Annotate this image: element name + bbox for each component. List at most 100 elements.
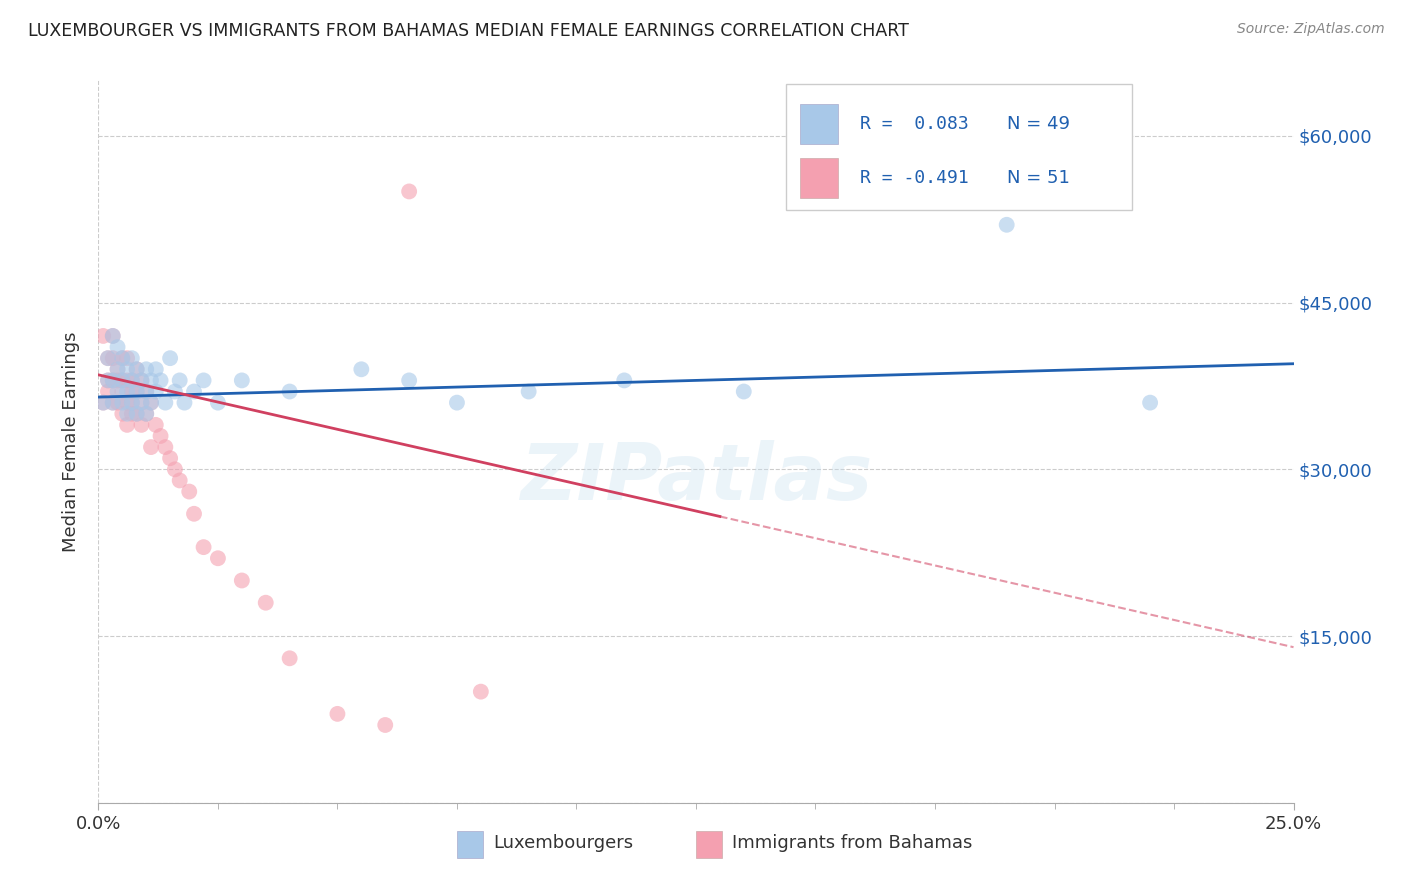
Point bbox=[111, 407, 134, 421]
Point bbox=[121, 384, 143, 399]
Point bbox=[145, 384, 167, 399]
Point bbox=[149, 429, 172, 443]
Point bbox=[107, 373, 129, 387]
Text: Source: ZipAtlas.com: Source: ZipAtlas.com bbox=[1237, 22, 1385, 37]
Text: Immigrants from Bahamas: Immigrants from Bahamas bbox=[733, 833, 972, 852]
Point bbox=[101, 351, 124, 366]
Bar bbox=[696, 831, 723, 858]
Point bbox=[193, 540, 215, 554]
Point bbox=[125, 362, 148, 376]
Text: Luxembourgers: Luxembourgers bbox=[494, 833, 633, 852]
Point bbox=[155, 440, 177, 454]
Point bbox=[350, 362, 373, 376]
Point bbox=[193, 373, 215, 387]
Text: N = 51: N = 51 bbox=[1007, 169, 1070, 186]
Point bbox=[101, 395, 124, 409]
Point bbox=[115, 373, 138, 387]
Point bbox=[254, 596, 277, 610]
Point bbox=[131, 373, 153, 387]
Point bbox=[139, 395, 162, 409]
Point bbox=[121, 373, 143, 387]
Point bbox=[145, 417, 167, 432]
Point bbox=[173, 395, 195, 409]
Point bbox=[207, 395, 229, 409]
Point bbox=[207, 551, 229, 566]
Point bbox=[91, 329, 114, 343]
Point bbox=[139, 440, 162, 454]
Point bbox=[101, 329, 124, 343]
Point bbox=[121, 373, 143, 387]
Point bbox=[163, 384, 186, 399]
Point bbox=[135, 362, 157, 376]
Text: R = -0.491: R = -0.491 bbox=[859, 169, 969, 186]
Point bbox=[111, 384, 134, 399]
Point bbox=[278, 384, 301, 399]
Point bbox=[125, 384, 148, 399]
Point bbox=[398, 185, 420, 199]
Point bbox=[115, 417, 138, 432]
Point bbox=[135, 384, 157, 399]
Point bbox=[107, 362, 129, 376]
Point bbox=[121, 407, 143, 421]
Point bbox=[115, 384, 138, 399]
Point bbox=[101, 329, 124, 343]
Point bbox=[149, 373, 172, 387]
Point bbox=[111, 373, 134, 387]
Point bbox=[1139, 395, 1161, 409]
Point bbox=[125, 407, 148, 421]
Point bbox=[179, 484, 201, 499]
Point bbox=[125, 362, 148, 376]
Point bbox=[135, 407, 157, 421]
Point bbox=[97, 351, 120, 366]
Point bbox=[163, 462, 186, 476]
Point bbox=[398, 373, 420, 387]
Point bbox=[995, 218, 1018, 232]
Point bbox=[97, 373, 120, 387]
Point bbox=[97, 351, 120, 366]
Point bbox=[733, 384, 755, 399]
Point bbox=[231, 574, 253, 588]
Point bbox=[111, 351, 134, 366]
Text: R =  0.083: R = 0.083 bbox=[859, 115, 969, 133]
Point bbox=[101, 373, 124, 387]
Point bbox=[121, 395, 143, 409]
Point bbox=[101, 373, 124, 387]
Point bbox=[183, 507, 205, 521]
Point bbox=[107, 395, 129, 409]
Point bbox=[155, 395, 177, 409]
Point bbox=[131, 395, 153, 409]
Point bbox=[139, 395, 162, 409]
Point bbox=[111, 373, 134, 387]
Point bbox=[121, 395, 143, 409]
Point bbox=[135, 384, 157, 399]
Text: LUXEMBOURGER VS IMMIGRANTS FROM BAHAMAS MEDIAN FEMALE EARNINGS CORRELATION CHART: LUXEMBOURGER VS IMMIGRANTS FROM BAHAMAS … bbox=[28, 22, 910, 40]
Point bbox=[183, 384, 205, 399]
Point bbox=[169, 474, 191, 488]
Point bbox=[517, 384, 540, 399]
Point bbox=[111, 351, 134, 366]
Point bbox=[613, 373, 636, 387]
Point bbox=[97, 384, 120, 399]
Point bbox=[131, 395, 153, 409]
Point bbox=[115, 362, 138, 376]
Point bbox=[131, 373, 153, 387]
Bar bbox=[457, 831, 484, 858]
Point bbox=[231, 373, 253, 387]
Point bbox=[107, 384, 129, 399]
Y-axis label: Median Female Earnings: Median Female Earnings bbox=[62, 331, 80, 552]
Point bbox=[326, 706, 349, 721]
Bar bbox=[800, 158, 838, 198]
Point bbox=[470, 684, 492, 698]
FancyBboxPatch shape bbox=[786, 84, 1132, 211]
Point bbox=[135, 407, 157, 421]
Point bbox=[115, 351, 138, 366]
Point bbox=[374, 718, 396, 732]
Text: N = 49: N = 49 bbox=[1007, 115, 1070, 133]
Text: ZIPatlas: ZIPatlas bbox=[520, 440, 872, 516]
Point bbox=[97, 373, 120, 387]
Point bbox=[159, 451, 181, 466]
Point bbox=[91, 395, 114, 409]
Point bbox=[121, 351, 143, 366]
Point bbox=[446, 395, 468, 409]
Point bbox=[278, 651, 301, 665]
